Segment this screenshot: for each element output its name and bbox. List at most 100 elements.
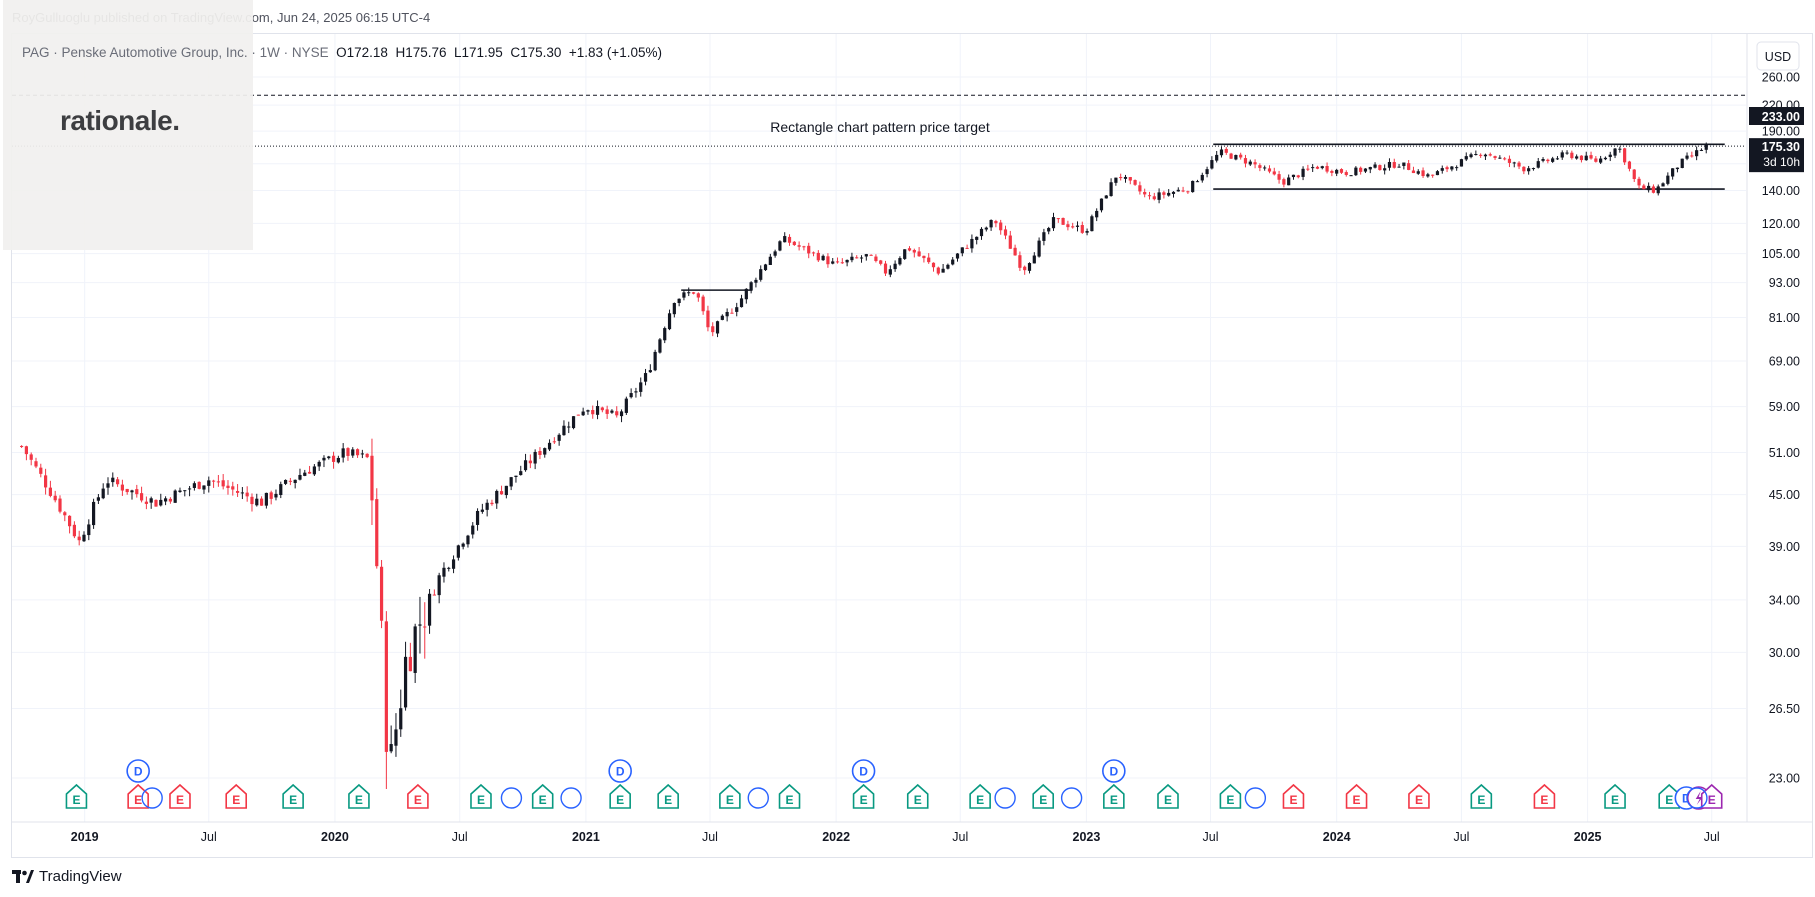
candle-body bbox=[192, 483, 196, 488]
candle-body bbox=[768, 256, 772, 265]
candle-body bbox=[187, 488, 192, 490]
earnings-marker[interactable]: E bbox=[282, 783, 304, 809]
earnings-marker[interactable]: E bbox=[225, 783, 248, 809]
candle-body bbox=[893, 263, 897, 270]
svg-text:E: E bbox=[1353, 793, 1361, 807]
candle-body bbox=[658, 339, 662, 353]
candle-body bbox=[792, 241, 796, 246]
earnings-marker[interactable]: E bbox=[719, 783, 741, 809]
earnings-marker[interactable]: E bbox=[169, 783, 191, 809]
dividend-marker[interactable] bbox=[560, 787, 582, 809]
candle-body bbox=[1637, 178, 1641, 186]
candle-body bbox=[144, 501, 148, 504]
earnings-marker[interactable]: E bbox=[65, 783, 88, 809]
candle-body bbox=[682, 292, 686, 298]
earnings-marker[interactable]: E bbox=[470, 783, 492, 809]
price-scale[interactable]: 260.00220.00190.00160.00140.00120.00105.… bbox=[1762, 71, 1800, 786]
candle-body bbox=[1080, 225, 1084, 233]
candle-body bbox=[163, 498, 168, 502]
candle-body bbox=[346, 448, 350, 456]
candle-body bbox=[1661, 183, 1665, 187]
candle-body bbox=[874, 256, 878, 262]
candle-body bbox=[67, 515, 72, 527]
earnings-marker[interactable]: E bbox=[1032, 783, 1055, 809]
candle-body bbox=[1191, 180, 1195, 193]
earnings-marker[interactable]: E bbox=[1219, 783, 1242, 809]
candle-body bbox=[1675, 167, 1680, 170]
earnings-marker[interactable]: E bbox=[531, 783, 554, 809]
gridlines bbox=[12, 34, 1746, 822]
candle-body bbox=[1344, 172, 1348, 175]
currency-button[interactable] bbox=[1756, 41, 1800, 71]
candle-body bbox=[317, 461, 321, 467]
candle-body bbox=[1627, 161, 1632, 169]
earnings-marker[interactable]: E bbox=[609, 783, 631, 809]
candle-body bbox=[672, 303, 676, 315]
dividend-marker[interactable]: D bbox=[126, 759, 150, 783]
symbol-legend[interactable]: PAG · Penske Automotive Group, Inc. · 1W… bbox=[22, 45, 662, 60]
candle-body bbox=[293, 479, 297, 484]
dividend-marker[interactable] bbox=[747, 787, 769, 809]
candle-body bbox=[850, 256, 854, 261]
candle-body bbox=[96, 497, 100, 501]
svg-text:E: E bbox=[289, 793, 297, 807]
dividend-marker[interactable]: D bbox=[851, 759, 876, 783]
svg-text:E: E bbox=[1289, 793, 1297, 807]
earnings-marker[interactable]: E bbox=[657, 783, 679, 809]
tradingview-brand[interactable]: TradingView bbox=[12, 868, 122, 885]
candle-body bbox=[1594, 158, 1598, 162]
candle-body bbox=[29, 454, 33, 460]
dividend-marker[interactable] bbox=[994, 787, 1016, 809]
earnings-marker[interactable]: E bbox=[1345, 783, 1368, 809]
event-markers[interactable]: E EDE E E E E E E EDE E E EDE E E EDE E E E E E E E E D E bbox=[65, 759, 1723, 810]
earnings-marker[interactable]: E bbox=[1533, 783, 1556, 809]
candle-body bbox=[423, 626, 427, 628]
earnings-marker[interactable]: E bbox=[348, 783, 370, 809]
candle-body bbox=[1027, 263, 1032, 271]
candle-body bbox=[1383, 168, 1387, 171]
earnings-marker[interactable]: E bbox=[852, 783, 875, 809]
candle-body bbox=[43, 475, 48, 488]
earnings-marker[interactable]: E bbox=[1282, 783, 1305, 809]
candle-body bbox=[562, 425, 566, 436]
candle-body bbox=[399, 708, 403, 730]
earnings-marker[interactable]: E bbox=[778, 783, 801, 809]
earnings-marker[interactable]: E bbox=[1103, 783, 1125, 809]
time-scale[interactable]: 2019 Jul 2020 Jul 2021 Jul 2022 Jul 2023 Jul 2024 J… bbox=[71, 830, 1720, 844]
candle-body bbox=[437, 575, 441, 596]
candle-body bbox=[519, 471, 523, 476]
earnings-marker[interactable]: E bbox=[906, 783, 929, 809]
dividend-marker[interactable] bbox=[141, 787, 163, 809]
candle-body bbox=[730, 312, 734, 314]
earnings-marker[interactable]: E bbox=[969, 783, 991, 809]
dividend-marker[interactable]: D bbox=[1102, 759, 1126, 783]
dividend-marker[interactable] bbox=[1244, 787, 1267, 809]
chart-frame[interactable] bbox=[11, 33, 1813, 858]
candle-body bbox=[763, 264, 768, 271]
earnings-marker[interactable]: E bbox=[1470, 783, 1493, 809]
dividend-marker[interactable]: D bbox=[608, 759, 632, 783]
candle-body bbox=[643, 373, 648, 382]
candle-body bbox=[1157, 192, 1161, 200]
dividend-marker[interactable] bbox=[1060, 787, 1083, 809]
earnings-marker[interactable]: E bbox=[1408, 783, 1430, 809]
dividend-marker[interactable] bbox=[500, 787, 523, 809]
candle-body bbox=[111, 477, 115, 483]
candle-body bbox=[595, 406, 600, 415]
candle-body bbox=[1555, 158, 1560, 160]
candle-body bbox=[1363, 168, 1368, 172]
candle-body bbox=[442, 567, 446, 577]
svg-text:E: E bbox=[1477, 793, 1485, 807]
candle-body bbox=[355, 449, 360, 456]
earnings-marker[interactable]: E bbox=[407, 783, 429, 809]
earnings-marker[interactable]: E bbox=[1157, 783, 1179, 809]
candle-body bbox=[1037, 240, 1041, 257]
brand-label: TradingView bbox=[39, 868, 122, 885]
candle-body bbox=[1570, 152, 1574, 159]
candle-body bbox=[77, 536, 81, 541]
candle-body bbox=[547, 442, 552, 450]
candle-body bbox=[58, 498, 62, 512]
dividend-marker[interactable] bbox=[1686, 787, 1708, 809]
earnings-marker[interactable]: E bbox=[1604, 783, 1626, 809]
